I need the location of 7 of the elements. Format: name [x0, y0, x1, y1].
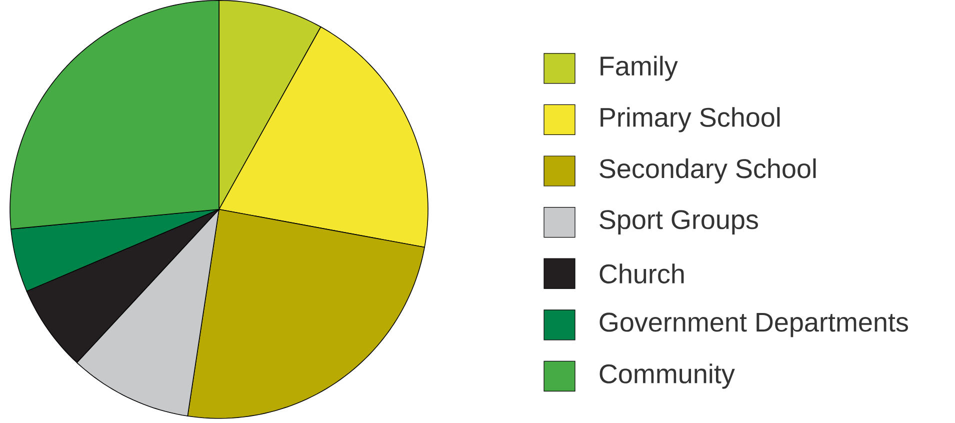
- legend-label: Secondary School: [600, 158, 816, 184]
- legend-label: Government Departments: [600, 312, 908, 337]
- legend-label: Family: [600, 56, 678, 81]
- legend-label: Church: [600, 263, 684, 284]
- legend-label: Sport Groups: [600, 210, 758, 234]
- legend-label: Community: [600, 363, 735, 389]
- legend-label: Primary School: [600, 106, 780, 132]
